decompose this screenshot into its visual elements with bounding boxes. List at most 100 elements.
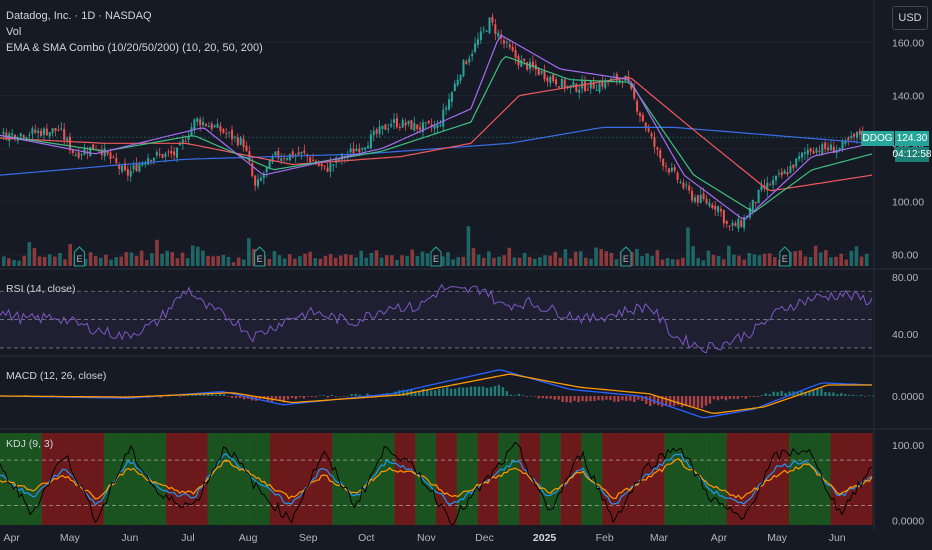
volume-bar: [711, 254, 716, 266]
kdj-regime-band: [851, 433, 873, 525]
volume-bar: [12, 259, 16, 266]
candle-body: [369, 134, 372, 149]
macd-histogram-bar: [473, 386, 477, 396]
candle-body: [511, 46, 514, 51]
symbol-title[interactable]: Datadog, Inc. · 1D · NASDAQ: [6, 10, 152, 22]
volume-bar: [824, 250, 828, 266]
candle-body: [630, 83, 633, 89]
candle-body: [537, 68, 540, 75]
macd-histogram-bar: [844, 394, 847, 396]
macd-histogram-bar: [561, 396, 564, 402]
kdj-regime-band: [519, 433, 541, 525]
macd-histogram-bar: [752, 396, 755, 397]
macd-histogram-bar: [350, 394, 353, 396]
candle-body: [812, 151, 815, 154]
macd-histogram-bar: [497, 384, 501, 396]
candle-body: [725, 221, 728, 224]
volume-bar: [522, 252, 527, 266]
volume-bar: [548, 255, 552, 266]
macd-pane-label[interactable]: MACD (12, 26, close): [6, 370, 107, 382]
candle-body: [439, 125, 442, 127]
macd-histogram-bar: [852, 394, 855, 396]
ma-line-ema-50: [0, 76, 873, 192]
candle-body: [809, 148, 812, 152]
candle-body: [149, 160, 153, 162]
candle-body: [346, 154, 349, 156]
macd-histogram-bar: [445, 387, 449, 396]
volume-legend[interactable]: Vol: [6, 26, 22, 38]
candle-body: [57, 129, 60, 131]
candle-body: [312, 159, 315, 162]
candle-body: [818, 150, 821, 152]
macd-line: [0, 369, 873, 419]
volume-bar: [854, 246, 859, 266]
macd-histogram-bar: [226, 396, 230, 397]
macd-histogram-bar: [481, 386, 485, 396]
candle-body: [71, 149, 74, 153]
volume-bar: [665, 258, 670, 266]
ma-combo-legend[interactable]: EMA & SMA Combo (10/20/50/200) (10, 20, …: [6, 42, 263, 54]
candle-body: [711, 204, 714, 209]
earnings-marker[interactable]: [430, 246, 442, 267]
rsi-pane-label[interactable]: RSI (14, close): [6, 283, 76, 295]
volume-bar: [344, 254, 348, 266]
volume-bar: [395, 260, 399, 266]
candle-body: [245, 145, 248, 152]
currency-button[interactable]: USD: [892, 6, 928, 30]
macd-histogram-bar: [541, 396, 544, 399]
earnings-marker[interactable]: [779, 246, 791, 267]
candle-body: [757, 189, 760, 204]
macd-histogram-bar: [796, 391, 799, 396]
macd-histogram-bar: [688, 396, 692, 407]
volume-bar: [211, 256, 215, 266]
volume-bar: [578, 251, 583, 266]
macd-histogram-bar: [286, 396, 290, 400]
earnings-marker[interactable]: [73, 246, 85, 267]
volume-bar: [441, 256, 445, 266]
macd-histogram-bar: [195, 393, 198, 396]
ma-line-ema-10: [0, 34, 873, 220]
macd-histogram-bar: [613, 396, 616, 402]
volume-bar: [609, 252, 614, 266]
candle-body: [780, 172, 783, 176]
candle-body: [254, 175, 257, 186]
macd-histogram-bar: [477, 386, 481, 396]
earnings-marker-label: E: [433, 254, 439, 264]
candle-body: [445, 107, 448, 110]
candle-body: [734, 223, 737, 227]
earnings-marker[interactable]: [254, 246, 266, 267]
candle-body: [705, 198, 708, 204]
candle-body: [329, 163, 332, 172]
volume-bar: [849, 250, 854, 266]
price-axis-label: 100.00: [892, 197, 924, 209]
candle-body: [297, 152, 300, 155]
candle-body: [595, 89, 598, 91]
volume-bar: [83, 258, 88, 266]
macd-histogram-bar: [489, 387, 493, 396]
candle-body: [436, 124, 439, 129]
volume-bar: [298, 256, 302, 266]
macd-histogram-bar: [649, 396, 652, 407]
candle-body: [601, 81, 604, 87]
kdj-pane-label[interactable]: KDJ (9, 3): [6, 438, 54, 450]
volume-bar: [767, 253, 772, 266]
candle-body: [514, 49, 517, 58]
macd-histogram-bar: [278, 396, 282, 401]
earnings-marker[interactable]: [620, 246, 632, 267]
macd-histogram-bar: [537, 396, 540, 399]
macd-histogram-bar: [199, 393, 202, 396]
candle-body: [699, 195, 702, 203]
macd-histogram-bar: [557, 396, 560, 400]
volume-bar: [660, 259, 665, 266]
candle-body: [728, 225, 731, 227]
candle-body: [323, 165, 326, 167]
time-axis-label: May: [60, 532, 81, 544]
candle-body: [283, 158, 286, 160]
candle-body: [722, 210, 725, 224]
candle-body: [291, 151, 294, 158]
macd-histogram-bar: [485, 387, 489, 396]
candle-body: [173, 151, 176, 156]
volume-bar: [333, 257, 338, 266]
kdj-regime-band: [809, 433, 831, 525]
